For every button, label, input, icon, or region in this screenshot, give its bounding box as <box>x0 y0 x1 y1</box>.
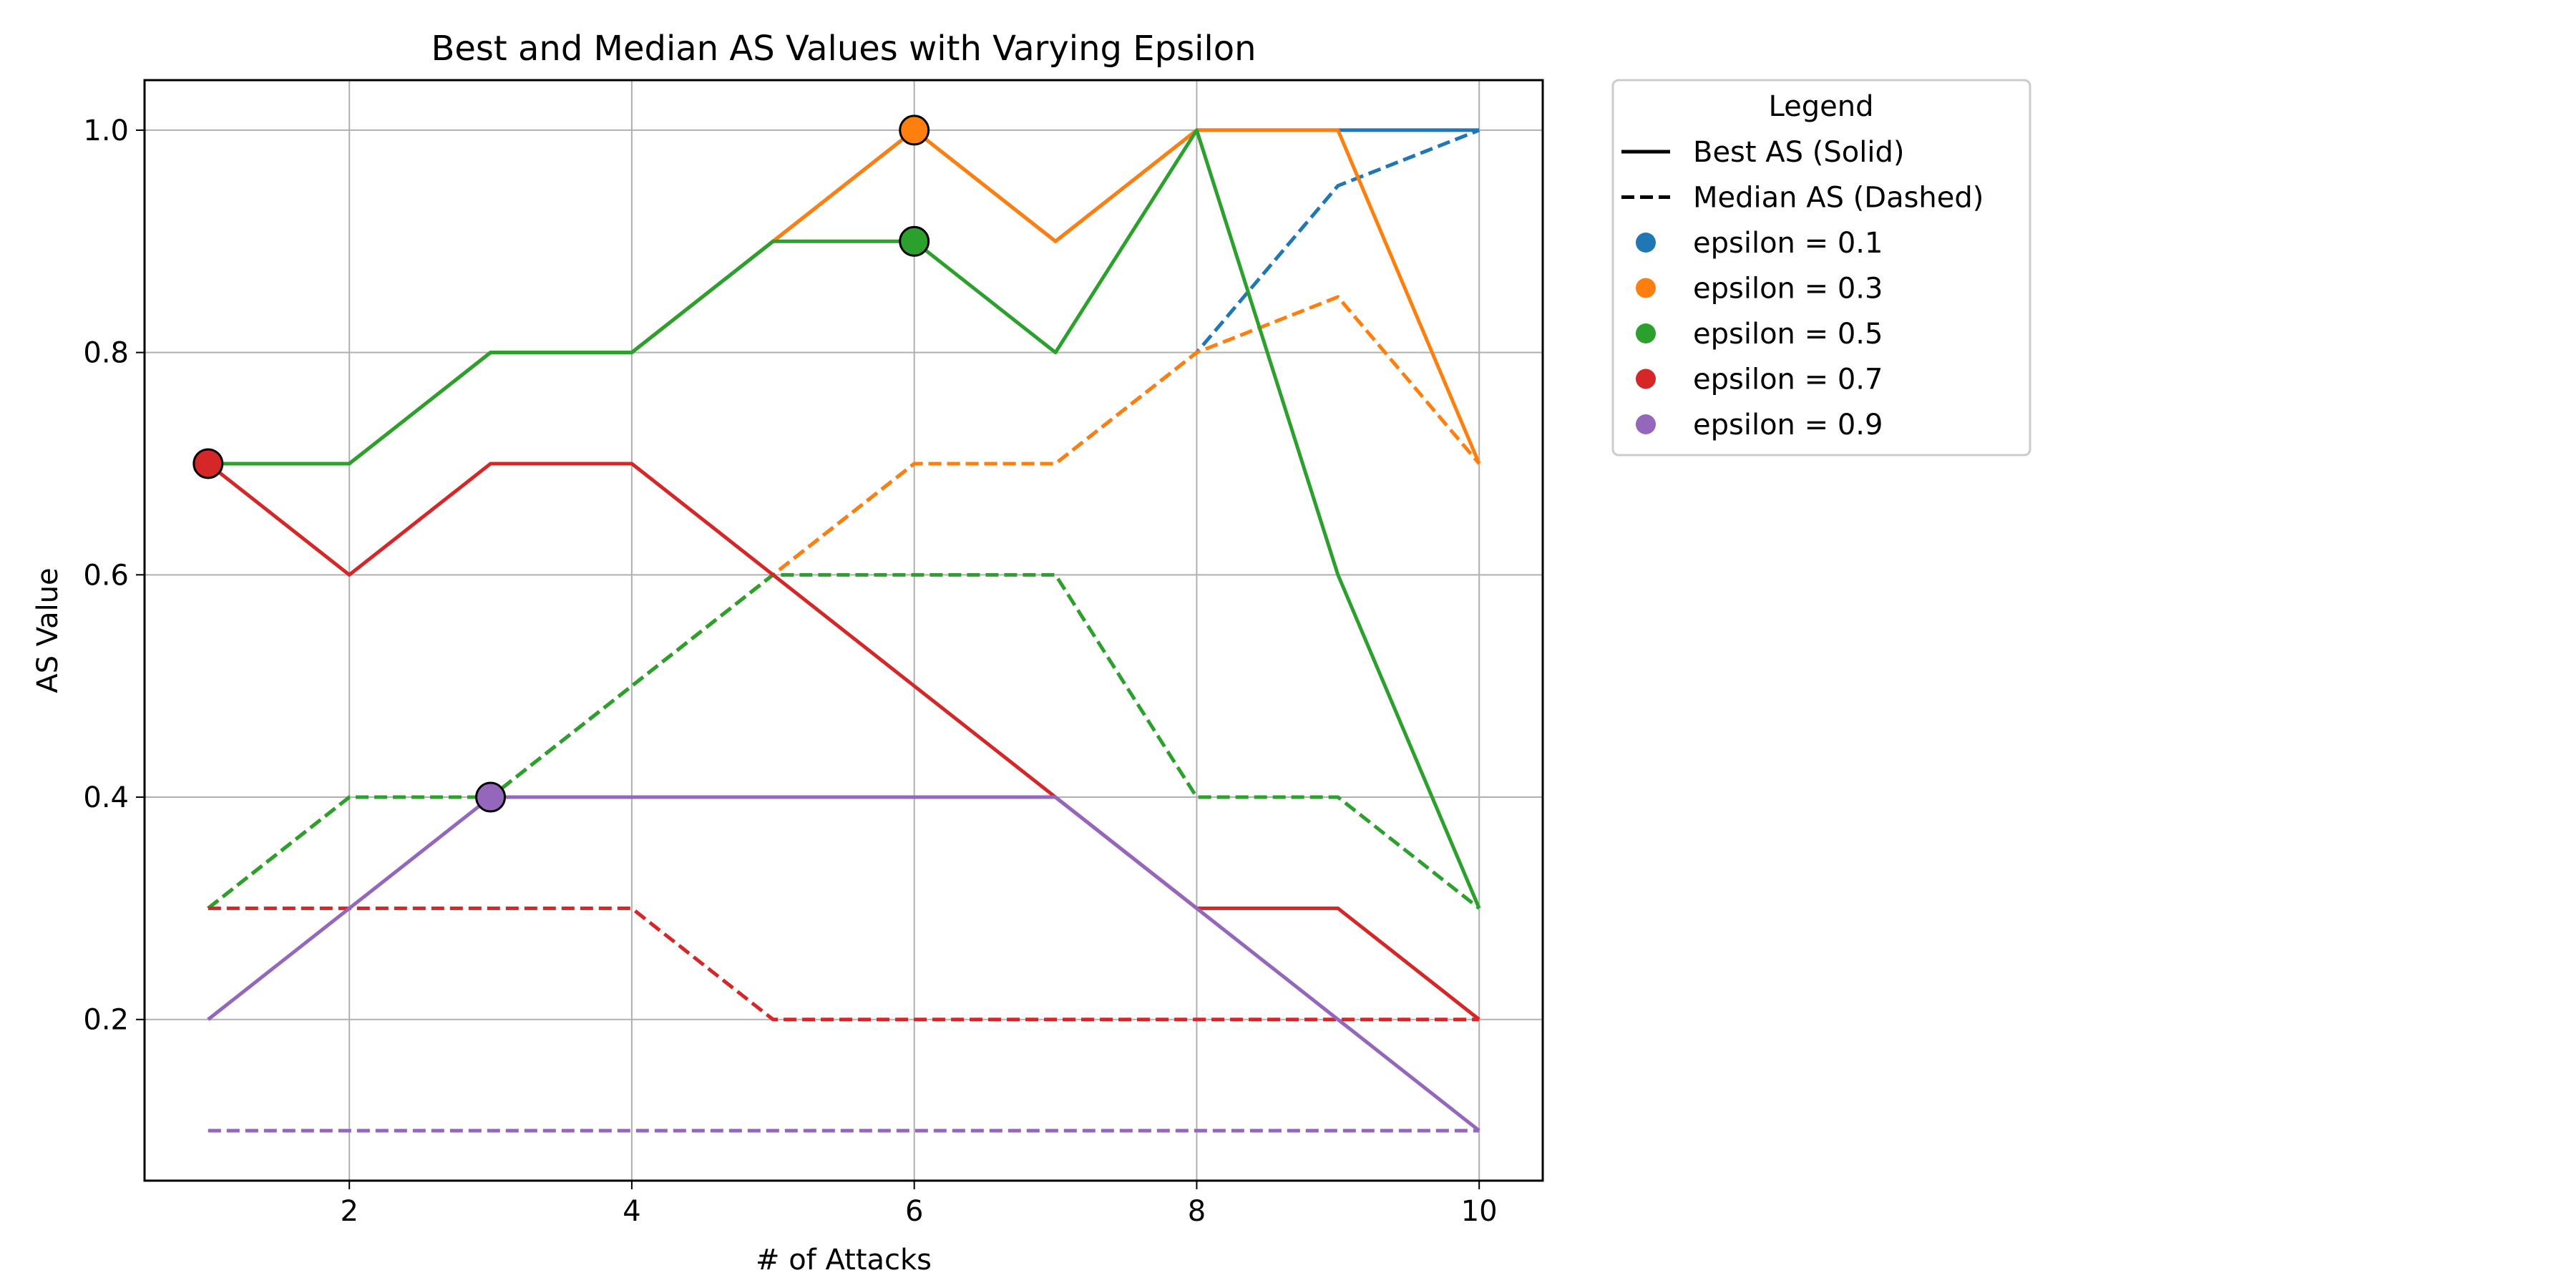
y-tick-label: 0.6 <box>83 559 129 592</box>
legend-label-epsilon-0-1: epsilon = 0.1 <box>1693 227 1883 260</box>
legend-swatch-epsilon-0-1 <box>1636 233 1656 253</box>
y-tick-label: 0.4 <box>83 781 129 814</box>
legend-label-epsilon-0-5: epsilon = 0.5 <box>1693 318 1883 351</box>
x-tick-label: 2 <box>340 1195 358 1228</box>
y-axis-ticks: 0.2 0.4 0.6 0.8 1.0 <box>83 114 145 1037</box>
x-tick-label: 10 <box>1461 1195 1498 1228</box>
legend-label-epsilon-0-7: epsilon = 0.7 <box>1693 364 1883 396</box>
legend-title: Legend <box>1769 90 1874 123</box>
legend-label-solid: Best AS (Solid) <box>1693 136 1904 169</box>
x-tick-label: 4 <box>623 1195 640 1228</box>
best-marker-epsilon-0-5 <box>899 225 930 257</box>
legend-swatch-epsilon-0-9 <box>1636 414 1656 434</box>
x-axis-label: # of Attacks <box>756 1244 932 1277</box>
best-line-epsilon-0-5 <box>208 128 1481 909</box>
x-tick-label: 8 <box>1188 1195 1206 1228</box>
best-line-epsilon-0-9 <box>207 795 1480 1133</box>
y-tick-label: 1.0 <box>83 114 129 147</box>
legend-label-epsilon-0-9: epsilon = 0.9 <box>1693 409 1883 441</box>
legend-swatch-epsilon-0-5 <box>1636 323 1656 343</box>
legend: Legend Best AS (Solid) Median AS (Dashed)… <box>1611 79 2031 457</box>
legend-swatch-epsilon-0-3 <box>1636 278 1656 298</box>
best-line-epsilon-0-7 <box>207 462 1480 1021</box>
y-tick-label: 0.8 <box>83 337 129 370</box>
x-tick-label: 6 <box>905 1195 923 1228</box>
plot-lines <box>207 128 1481 1133</box>
median-line-epsilon-0-7 <box>208 906 1480 1022</box>
legend-frame <box>1611 79 2031 457</box>
y-tick-label: 0.2 <box>83 1004 129 1037</box>
legend-label-dashed: Median AS (Dashed) <box>1693 182 1984 215</box>
best-marker-epsilon-0-9 <box>475 781 507 813</box>
y-axis-label: AS Value <box>31 567 64 693</box>
median-line-epsilon-0-5 <box>207 572 1480 910</box>
legend-swatch-epsilon-0-7 <box>1636 369 1656 389</box>
legend-entries: Best AS (Solid) Median AS (Dashed) epsilon… <box>1621 136 1984 441</box>
best-marker-epsilon-0-3 <box>899 114 930 146</box>
best-marker-epsilon-0-7 <box>192 448 224 479</box>
chart-title: Best and Median AS Values with Varying E… <box>431 29 1256 69</box>
legend-label-epsilon-0-3: epsilon = 0.3 <box>1693 273 1883 306</box>
x-axis-ticks: 2 4 6 8 10 <box>340 1181 1498 1228</box>
plot-frame <box>143 79 1544 1182</box>
plot-markers <box>192 114 930 813</box>
